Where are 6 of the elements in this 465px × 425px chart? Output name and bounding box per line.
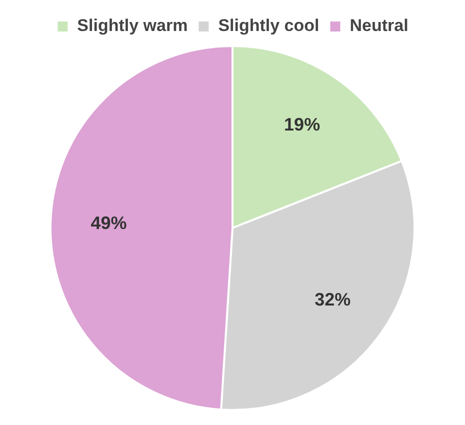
legend-label: Slightly cool — [218, 16, 320, 36]
data-label: 32% — [314, 290, 351, 310]
data-label: 19% — [284, 114, 320, 135]
legend-label: Slightly warm — [77, 16, 188, 36]
legend-label: Neutral — [350, 16, 408, 36]
data-label: 49% — [90, 213, 127, 234]
